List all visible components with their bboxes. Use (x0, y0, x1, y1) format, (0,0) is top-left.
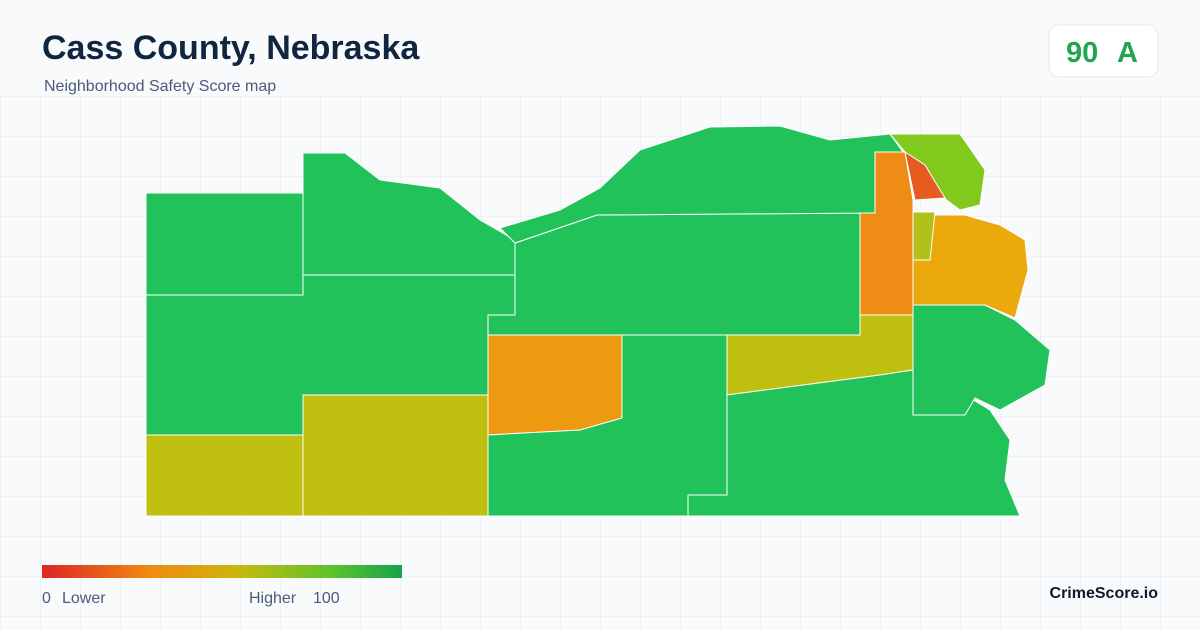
score-badge: 90 A (1048, 24, 1159, 78)
legend-min: 0 (42, 590, 51, 607)
region (302, 394, 489, 517)
region (912, 304, 1051, 416)
region (912, 214, 1029, 319)
legend-max: 100 (313, 590, 340, 607)
subtitle: Neighborhood Safety Score map (44, 78, 276, 95)
legend: 0 Lower Higher 100 (42, 565, 402, 607)
badge-score: 90 (1066, 37, 1098, 69)
legend-max-label: Higher (249, 590, 297, 607)
brand: CrimeScore.io (1050, 585, 1159, 602)
map (145, 125, 1051, 517)
region (904, 150, 946, 201)
legend-min-label: Lower (62, 590, 106, 607)
region (145, 192, 304, 296)
badge-box (1048, 24, 1159, 78)
region (145, 434, 304, 517)
region (499, 125, 904, 244)
region (912, 211, 936, 261)
badge-grade: A (1117, 37, 1138, 69)
region (487, 334, 623, 436)
title: Cass County, Nebraska (42, 29, 420, 67)
legend-scale (42, 565, 402, 578)
